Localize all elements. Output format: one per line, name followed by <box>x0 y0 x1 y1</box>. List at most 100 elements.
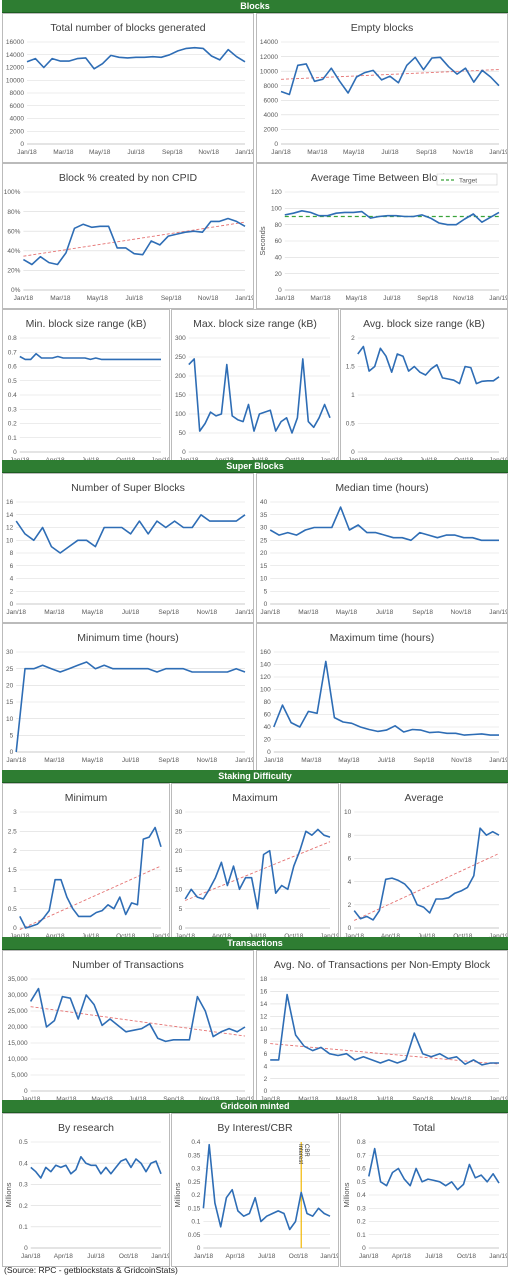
y-tick-label: 40% <box>7 248 20 255</box>
y-tick-label: 200 <box>175 373 186 380</box>
y-tick-label: 1.5 <box>346 364 355 371</box>
x-tick-label: Jan/19 <box>235 149 253 156</box>
y-tick-label: 2 <box>351 335 355 342</box>
y-tick-label: 0.4 <box>357 1192 366 1199</box>
x-tick-label: Jan/19 <box>151 1253 169 1260</box>
y-tick-label: 0.3 <box>8 406 17 413</box>
y-tick-label: 160 <box>260 649 271 656</box>
chart-svg: 0 5,000 10,000 15,000 20,000 25,000 30,000 35,0… <box>8 976 253 1103</box>
x-tick-label: May/18 <box>343 149 365 156</box>
series-line <box>280 56 500 96</box>
x-tick-label: Sep/18 <box>161 295 182 302</box>
x-tick-label: Nov/18 <box>198 295 219 302</box>
x-tick-label: Apr/18 <box>225 1253 245 1260</box>
x-tick-label: Mar/18 <box>307 149 328 156</box>
x-tick-label: Apr/18 <box>381 933 401 940</box>
chart-title: Avg. block size range (kB) <box>363 318 485 330</box>
y-tick-label: 8 <box>10 550 14 557</box>
x-tick-label: May/18 <box>336 609 358 616</box>
y-tick-label: 8 <box>348 832 352 839</box>
chart-c17: By research 0 0.1 0.2 0.3 0.4 0.5 Jan/18 Apr/18 J… <box>2 1113 170 1267</box>
section-super-blocks: Super Blocks Number of Super Blocks 0 2 4 6 8 1… <box>2 460 508 771</box>
x-tick-label: Mar/18 <box>298 609 319 616</box>
chart-title: Average <box>404 792 444 804</box>
y-tick-label: 2 <box>10 588 14 595</box>
chart-c14: Average 0 2 4 6 8 10 Jan/18 Apr/18 Jul/18 Oct/18 Ja… <box>340 783 508 947</box>
y-tick-label: 10 <box>6 716 14 723</box>
y-tick-label: 0.1 <box>19 1224 28 1231</box>
x-tick-label: Jul/18 <box>425 1253 443 1260</box>
chart-svg: 0 0.1 0.2 0.3 0.4 0.5 Jan/18 Apr/18 Jul/18 Oct/18… <box>4 1139 169 1260</box>
x-tick-label: Jul/18 <box>378 757 396 764</box>
chart-title: Average Time Between Blocks <box>310 172 454 184</box>
chart-c10: Minimum time (hours) 0 5 10 15 20 25 30 Jan/18 Ma… <box>2 623 254 771</box>
x-tick-label: Jan/19 <box>151 933 169 940</box>
chart-svg: 0 2 4 6 8 10 12 14 16 18 Jan/18 Mar/18 May/18 Jul/18 S… <box>260 976 507 1103</box>
y-tick-label: 10,000 <box>8 1056 28 1063</box>
x-tick-label: Sep/18 <box>158 757 179 764</box>
y-tick-label: 4000 <box>264 112 279 119</box>
x-tick-label: Nov/18 <box>451 609 472 616</box>
chart-c4: Average Time Between Blocks 0 20 40 60 80 100 1… <box>256 163 508 309</box>
y-tick-label: 0.15 <box>188 1205 201 1212</box>
y-tick-label: 0 <box>13 449 17 456</box>
y-tick-label: 0 <box>278 287 282 294</box>
x-tick-label: Jan/18 <box>17 149 37 156</box>
chart-title: Number of Super Blocks <box>71 482 185 494</box>
y-tick-label: 8000 <box>264 83 279 90</box>
x-tick-label: Mar/18 <box>53 149 74 156</box>
x-tick-label: Jan/18 <box>271 149 291 156</box>
x-tick-label: May/18 <box>346 295 368 302</box>
y-tick-label: 30 <box>175 809 183 816</box>
x-tick-label: Sep/18 <box>158 609 179 616</box>
x-tick-label: Jan/19 <box>320 1253 338 1260</box>
x-tick-label: Nov/18 <box>197 609 218 616</box>
chart-c6: Max. block size range (kB) 0 50 100 150 200 25… <box>171 309 339 471</box>
y-tick-label: 14000 <box>6 52 24 59</box>
y-tick-label: 0 <box>13 925 17 932</box>
y-tick-label: 35,000 <box>8 976 28 983</box>
y-tick-label: 0 <box>179 925 183 932</box>
y-tick-label: 2000 <box>10 128 25 135</box>
x-tick-label: Jan/18 <box>175 933 195 940</box>
chart-title: Maximum <box>232 792 278 804</box>
y-tick-label: 60 <box>275 238 283 245</box>
y-tick-label: 25 <box>175 829 183 836</box>
y-axis-title: Millions <box>173 1182 182 1207</box>
x-tick-label: Jan/18 <box>6 609 26 616</box>
y-tick-label: 0.7 <box>8 349 17 356</box>
y-tick-label: 1 <box>13 887 17 894</box>
x-tick-label: Oct/18 <box>119 1253 139 1260</box>
y-tick-label: 12 <box>260 1014 268 1021</box>
chart-c19: Total 0 0.1 0.2 0.3 0.4 0.5 0.6 0.7 0.8 Jan/18 Apr/… <box>340 1113 508 1267</box>
y-tick-label: 10 <box>260 576 268 583</box>
y-tick-label: 6000 <box>264 97 279 104</box>
y-tick-label: 1 <box>351 392 355 399</box>
chart-title: By Interest/CBR <box>217 1122 293 1134</box>
chart-svg: 050100150200250300Jan/18Apr/18Jul/18Oct/… <box>175 335 338 464</box>
chart-svg: 0 20 40 60 80 100 120 140 160 Jan/18 Mar/18 May/18 J… <box>260 649 507 764</box>
series-line <box>270 993 499 1066</box>
section-header: Transactions <box>2 937 508 950</box>
y-tick-label: 20 <box>275 271 283 278</box>
y-tick-label: 0.5 <box>357 1179 366 1186</box>
x-tick-label: Jul/18 <box>418 933 436 940</box>
y-tick-label: 0 <box>10 749 14 756</box>
y-tick-label: 0 <box>267 749 271 756</box>
x-tick-label: Apr/18 <box>46 933 66 940</box>
y-tick-label: 0.5 <box>8 378 17 385</box>
series-line <box>368 1147 500 1191</box>
chart-svg: 0 2 4 6 8 10 Jan/18 Apr/18 Jul/18 Oct/18 Jan/19 <box>344 809 507 940</box>
series-line <box>188 358 331 434</box>
y-tick-label: 2.5 <box>8 829 17 836</box>
y-tick-label: 8 <box>264 1038 268 1045</box>
y-axis-title: Millions <box>4 1182 13 1207</box>
y-tick-label: 4 <box>10 576 14 583</box>
x-tick-label: Jan/19 <box>489 1096 507 1103</box>
x-tick-label: Jan/19 <box>489 295 507 302</box>
x-tick-label: Jan/19 <box>489 757 507 764</box>
y-tick-label: 4000 <box>10 116 25 123</box>
chart-c3: Block % created by non CPID 0% 20% 40% 60% 80… <box>2 163 254 309</box>
y-tick-label: 2 <box>348 902 352 909</box>
